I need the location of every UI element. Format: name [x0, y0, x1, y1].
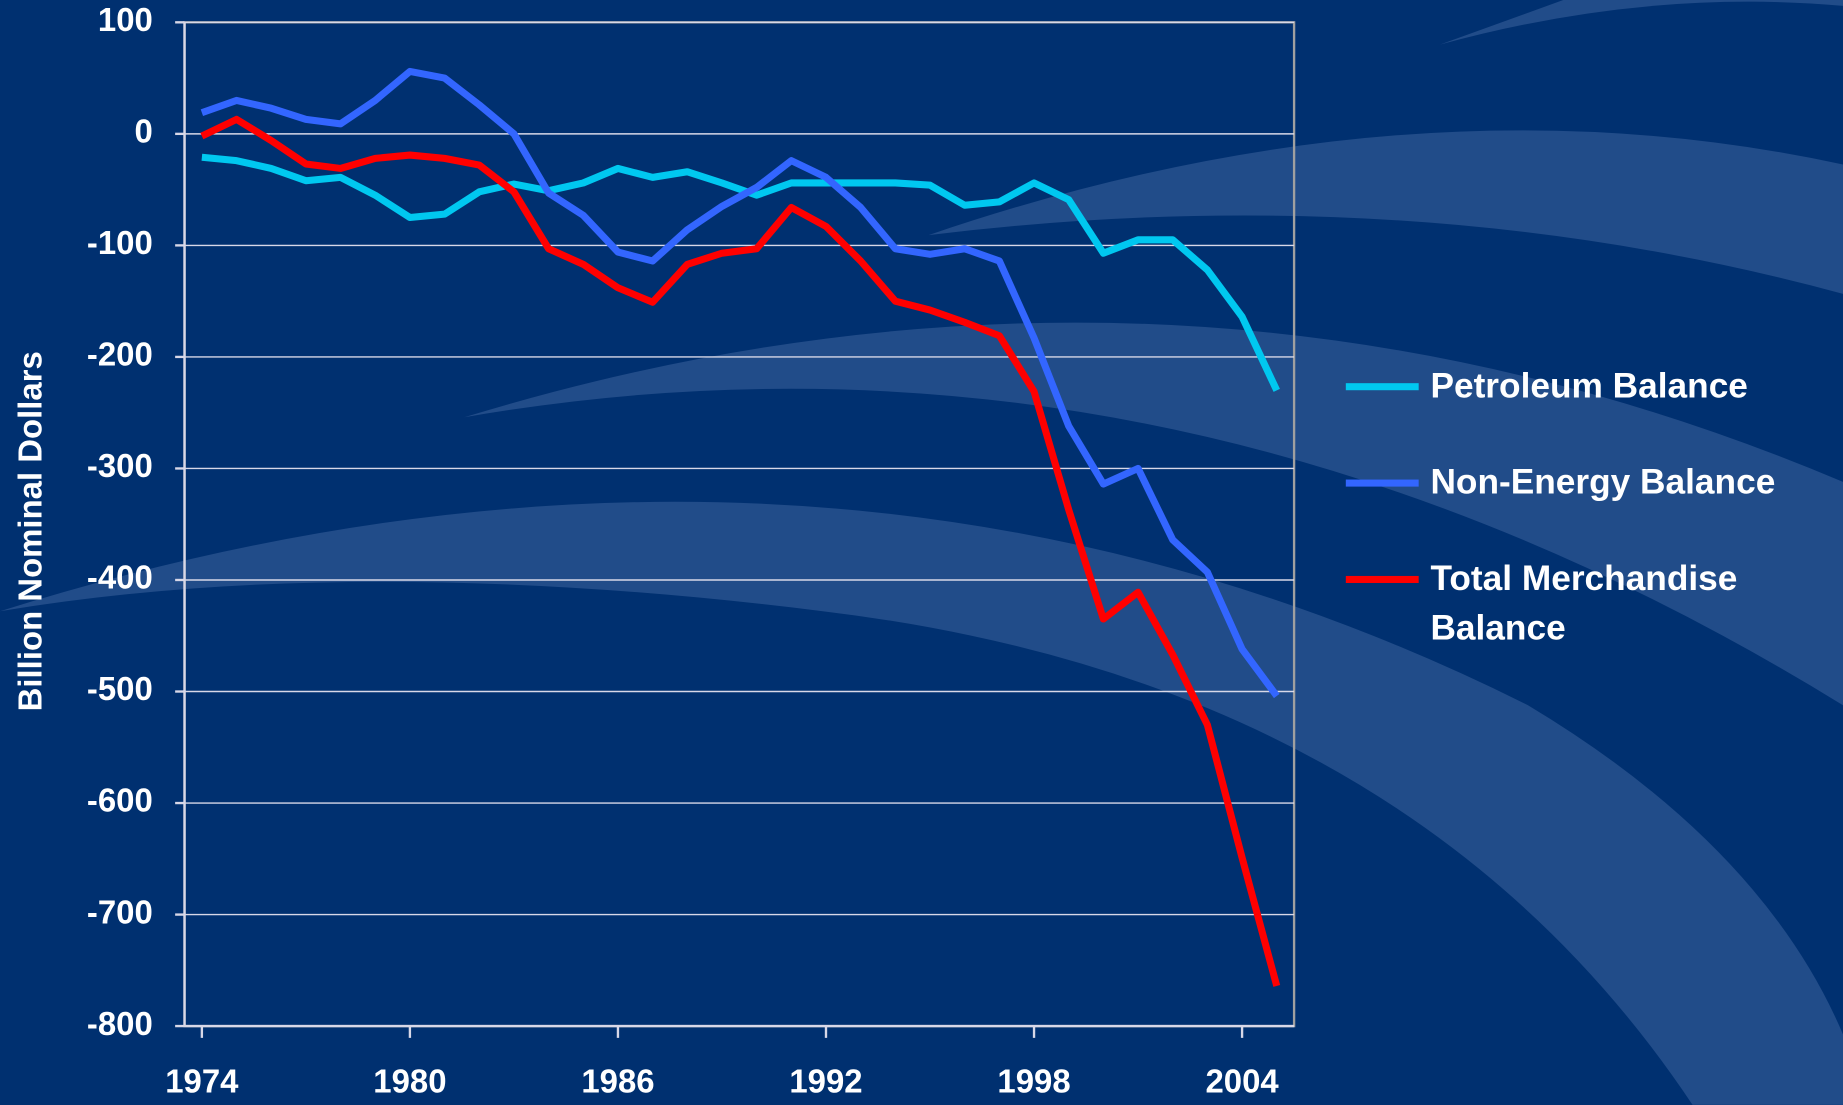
y-tick-label: -600	[87, 782, 153, 819]
legend-swatch	[1345, 479, 1419, 487]
y-tick-label: -800	[87, 1005, 153, 1042]
y-axis-label: Billion Nominal Dollars	[12, 351, 49, 711]
series-line	[201, 153, 1280, 392]
y-tick-label: -100	[87, 224, 153, 261]
y-tick-label: -400	[87, 559, 153, 596]
legend-entry: Petroleum Balance	[1345, 362, 1840, 411]
y-tick-label: -700	[87, 893, 153, 930]
y-tick-label: 0	[134, 113, 152, 150]
legend-swatch	[1345, 383, 1419, 391]
x-tick-label: 1974	[165, 1062, 239, 1099]
x-tick-label: 2004	[1205, 1062, 1279, 1099]
series-line	[200, 115, 1281, 987]
legend-entry: Total Merchandise Balance	[1345, 555, 1840, 654]
legend-label: Non-Energy Balance	[1430, 463, 1776, 502]
x-tick-label: 1992	[789, 1062, 862, 1099]
x-tick-label: 1998	[997, 1062, 1070, 1099]
x-tick-label: 1986	[581, 1062, 654, 1099]
legend-label: Petroleum Balance	[1430, 366, 1748, 406]
legend: Petroleum Balance Non-Energy Balance Total…	[1345, 362, 1840, 701]
x-tick-label: 1980	[373, 1062, 446, 1099]
y-tick-label: -200	[87, 336, 153, 373]
y-tick-label: -500	[87, 670, 153, 707]
y-tick-label: -300	[87, 447, 153, 484]
legend-label: Total Merchandise Balance	[1430, 559, 1738, 648]
y-tick-label: 100	[98, 1, 153, 38]
legend-swatch	[1345, 575, 1419, 583]
legend-entry: Non-Energy Balance	[1345, 458, 1840, 507]
series-line	[200, 67, 1280, 699]
